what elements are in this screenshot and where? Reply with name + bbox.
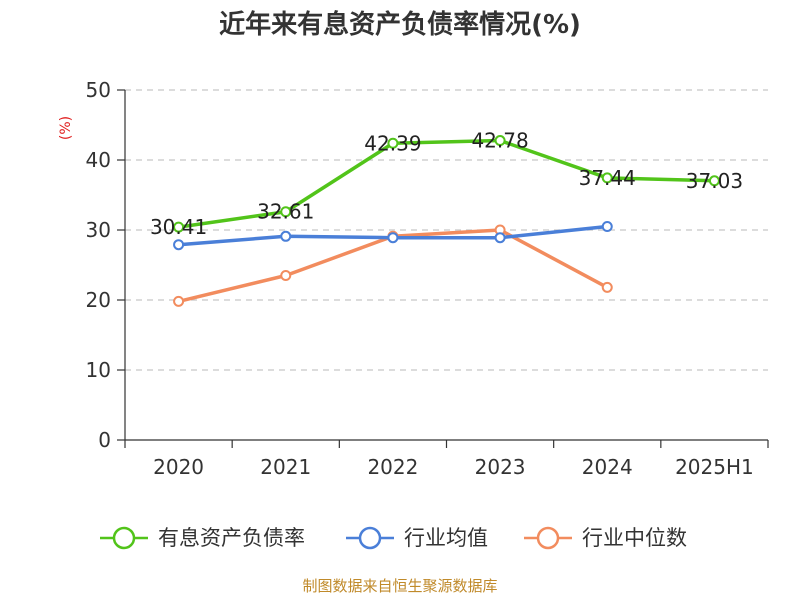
y-axis-unit: (%) [58,116,74,140]
legend-label: 行业中位数 [582,526,687,550]
legend-label: 有息资产负债率 [158,526,305,550]
data-point [494,135,506,147]
series-line [176,138,717,229]
data-labels: 30.41 32.61 42.39 42.78 37.44 37.03 [150,129,743,240]
legend-marker [112,526,136,550]
data-point [494,232,506,244]
data-point [173,221,185,233]
data-point [280,230,292,242]
data-point [173,295,185,307]
y-tick-label: 50 [86,78,111,102]
legend-label: 行业均值 [404,526,488,550]
x-tick-label: 2021 [260,455,311,479]
data-point [601,281,613,293]
data-point [387,137,399,149]
y-tick-label: 0 [98,428,111,452]
data-label: 32.61 [257,200,314,224]
data-label: 37.44 [579,166,636,190]
chart-title: 近年来有息资产负债率情况(%) [219,9,581,40]
x-tick-label: 2022 [367,455,418,479]
data-point [708,175,720,187]
data-point [173,239,185,251]
series-group [173,135,720,307]
data-point [280,270,292,281]
data-label: 42.39 [364,131,421,155]
axes: 0 10 20 30 40 50 2020 2021 2022 2023 2024 2025H1 [86,78,769,479]
source-note: 制图数据来自恒生聚源数据库 [302,577,497,595]
data-label: 37.03 [686,169,743,193]
y-tick-label: 10 [86,358,111,382]
data-point [280,206,292,218]
y-tick-label: 30 [86,218,111,242]
legend-marker [536,526,560,550]
x-tick-label: 2023 [475,455,526,479]
legend: 有息资产负债率 行业均值 行业中位数 [100,526,687,550]
grid-lines [125,89,768,371]
x-tick-label: 2024 [582,455,633,479]
x-tick-label: 2025H1 [675,455,754,479]
data-point [601,221,613,232]
data-label: 30.41 [150,215,207,239]
data-point [601,172,613,184]
y-tick-label: 40 [86,148,111,172]
y-tick-label: 20 [86,288,111,312]
data-label: 42.78 [471,129,528,153]
legend-marker [358,526,382,550]
x-tick-label: 2020 [153,455,204,479]
data-point [387,232,399,244]
